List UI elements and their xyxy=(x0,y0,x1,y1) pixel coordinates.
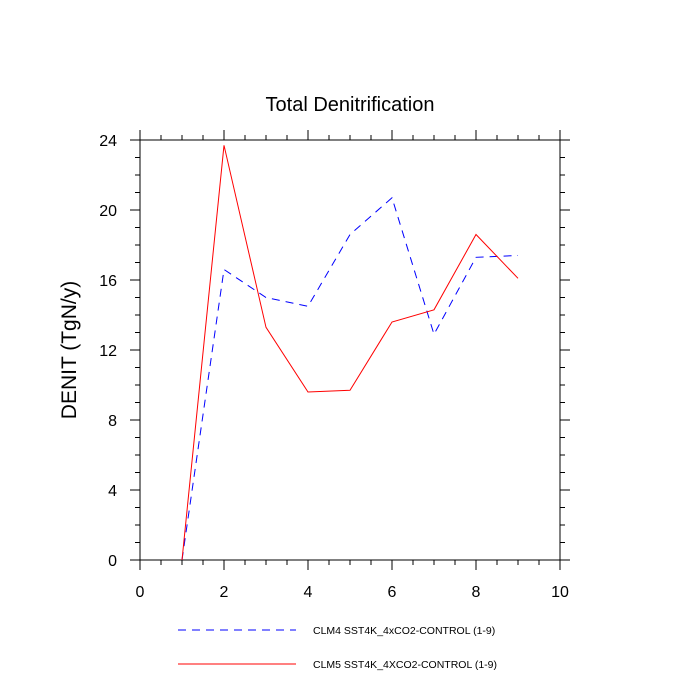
y-tick-label: 4 xyxy=(108,483,117,500)
y-axis-label: DENIT (TgN/y) xyxy=(58,281,81,419)
x-tick-label: 8 xyxy=(472,584,481,601)
x-tick-label: 2 xyxy=(220,584,229,601)
x-tick-label: 6 xyxy=(388,584,397,601)
series-line-1 xyxy=(181,196,519,561)
series-layer xyxy=(181,145,519,561)
y-tick-label: 12 xyxy=(99,343,117,360)
y-tick-label: 16 xyxy=(99,273,117,290)
x-tick-label: 10 xyxy=(551,584,569,601)
legend-label-2: CLM5 SST4K_4XCO2-CONTROL (1-9) xyxy=(313,659,497,671)
x-tick-label: 4 xyxy=(304,584,313,601)
y-tick-label: 0 xyxy=(108,553,117,570)
legend-label-1: CLM4 SST4K_4xCO2-CONTROL (1-9) xyxy=(313,625,495,637)
axis-ticks xyxy=(130,130,570,570)
series-line-2 xyxy=(181,145,519,561)
chart-title: Total Denitrification xyxy=(266,94,435,116)
x-tick-label: 0 xyxy=(136,584,145,601)
y-tick-label: 24 xyxy=(99,133,117,150)
legend: CLM4 SST4K_4xCO2-CONTROL (1-9) CLM5 SST4K… xyxy=(178,625,497,671)
y-tick-label: 20 xyxy=(99,203,117,220)
y-tick-label: 8 xyxy=(108,413,117,430)
